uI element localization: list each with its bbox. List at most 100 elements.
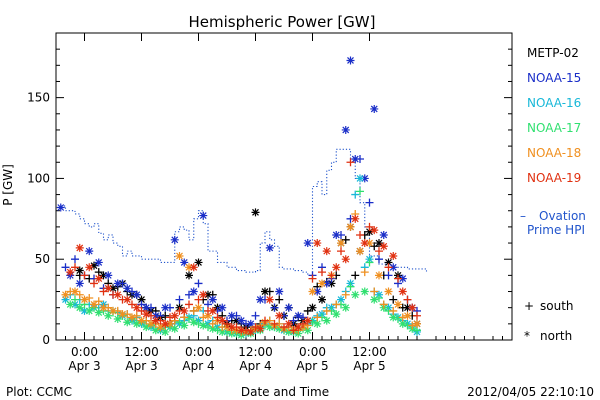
north-point <box>327 279 336 288</box>
north-point <box>161 327 170 336</box>
x-tick-time-label: 12:00 <box>352 345 387 359</box>
north-point <box>370 295 379 304</box>
x-tick-day-label: Apr 4 <box>182 359 214 373</box>
x-tick-day-label: Apr 3 <box>68 359 100 373</box>
north-point <box>394 300 402 309</box>
north-point <box>123 295 132 304</box>
north-point <box>90 300 98 309</box>
north-point <box>142 303 151 312</box>
north-point <box>275 311 284 320</box>
south-point <box>251 311 260 320</box>
north-point <box>246 327 255 336</box>
north-point <box>151 326 160 335</box>
south-point <box>389 306 398 315</box>
south-point <box>413 311 421 320</box>
north-point <box>137 295 146 304</box>
north-point <box>313 239 322 248</box>
south-point <box>375 255 383 264</box>
south-point <box>175 295 184 304</box>
north-point <box>413 319 421 328</box>
north-point <box>99 303 108 312</box>
north-point <box>275 287 284 296</box>
south-point <box>322 306 331 315</box>
north-point <box>180 258 189 267</box>
south-point <box>128 300 136 309</box>
legend-symbol-glyph: * <box>524 329 530 343</box>
north-point <box>370 104 379 113</box>
north-point <box>365 239 374 248</box>
north-point <box>118 310 127 319</box>
y-tick-label: 50 <box>35 252 50 266</box>
north-point <box>251 208 260 217</box>
north-point <box>384 258 393 267</box>
north-point <box>170 235 179 244</box>
north-point <box>360 239 369 248</box>
south-point <box>71 295 79 304</box>
north-point <box>113 290 122 299</box>
north-point <box>375 239 383 248</box>
north-point <box>170 311 179 320</box>
south-point <box>389 295 398 304</box>
south-point <box>384 263 393 272</box>
south-point <box>346 282 355 291</box>
south-point <box>351 190 360 199</box>
north-point <box>256 295 265 304</box>
north-point <box>147 319 155 328</box>
south-point <box>365 198 374 207</box>
north-point <box>237 316 246 325</box>
legend-entry-metp-02: METP-02 <box>527 46 579 60</box>
north-point <box>403 303 412 312</box>
north-point <box>180 321 189 330</box>
north-point <box>227 311 236 320</box>
north-point <box>66 268 75 277</box>
north-point <box>351 155 360 164</box>
south-point <box>280 323 288 332</box>
x-tick-day-label: Apr 4 <box>239 359 271 373</box>
north-point <box>265 243 274 252</box>
north-point <box>75 266 84 275</box>
north-point <box>284 327 293 336</box>
south-point <box>185 314 193 323</box>
north-point <box>142 310 151 319</box>
north-point <box>166 319 174 328</box>
north-point <box>61 290 70 299</box>
legend-entry-noaa-16: NOAA-16 <box>527 96 581 110</box>
y-axis-label: P [GW] <box>1 164 15 206</box>
legend-symbol-label: north <box>540 329 572 343</box>
x-tick-time-label: 12:00 <box>238 345 273 359</box>
legend-ovation-dash: – <box>520 209 526 223</box>
north-point <box>104 271 113 280</box>
north-point <box>151 316 160 325</box>
north-point <box>180 306 189 315</box>
north-point <box>99 271 108 280</box>
north-point <box>351 290 360 299</box>
south-point <box>270 303 279 312</box>
north-point <box>128 313 136 322</box>
south-point <box>189 306 198 315</box>
north-point <box>356 174 364 183</box>
north-point <box>161 303 170 312</box>
x-axis-label: Date and Time <box>241 385 329 399</box>
north-point <box>341 125 350 134</box>
x-tick-day-label: Apr 3 <box>125 359 157 373</box>
south-point <box>261 316 269 325</box>
footer-plot-credit: Plot: CCMC <box>6 385 72 399</box>
north-point <box>132 303 141 312</box>
north-point <box>185 263 193 272</box>
north-point <box>313 287 322 296</box>
north-point <box>341 255 350 264</box>
north-point <box>218 303 227 312</box>
north-point <box>379 242 388 251</box>
north-point <box>113 314 122 323</box>
north-point <box>294 311 303 320</box>
south-point <box>337 247 345 256</box>
north-point <box>113 279 122 288</box>
north-point <box>303 239 312 248</box>
north-point <box>398 287 407 296</box>
north-point <box>384 287 393 296</box>
north-point <box>303 326 312 335</box>
north-point <box>194 303 203 312</box>
y-tick-label: 150 <box>27 91 50 105</box>
north-point <box>246 319 255 328</box>
north-point <box>256 324 265 333</box>
